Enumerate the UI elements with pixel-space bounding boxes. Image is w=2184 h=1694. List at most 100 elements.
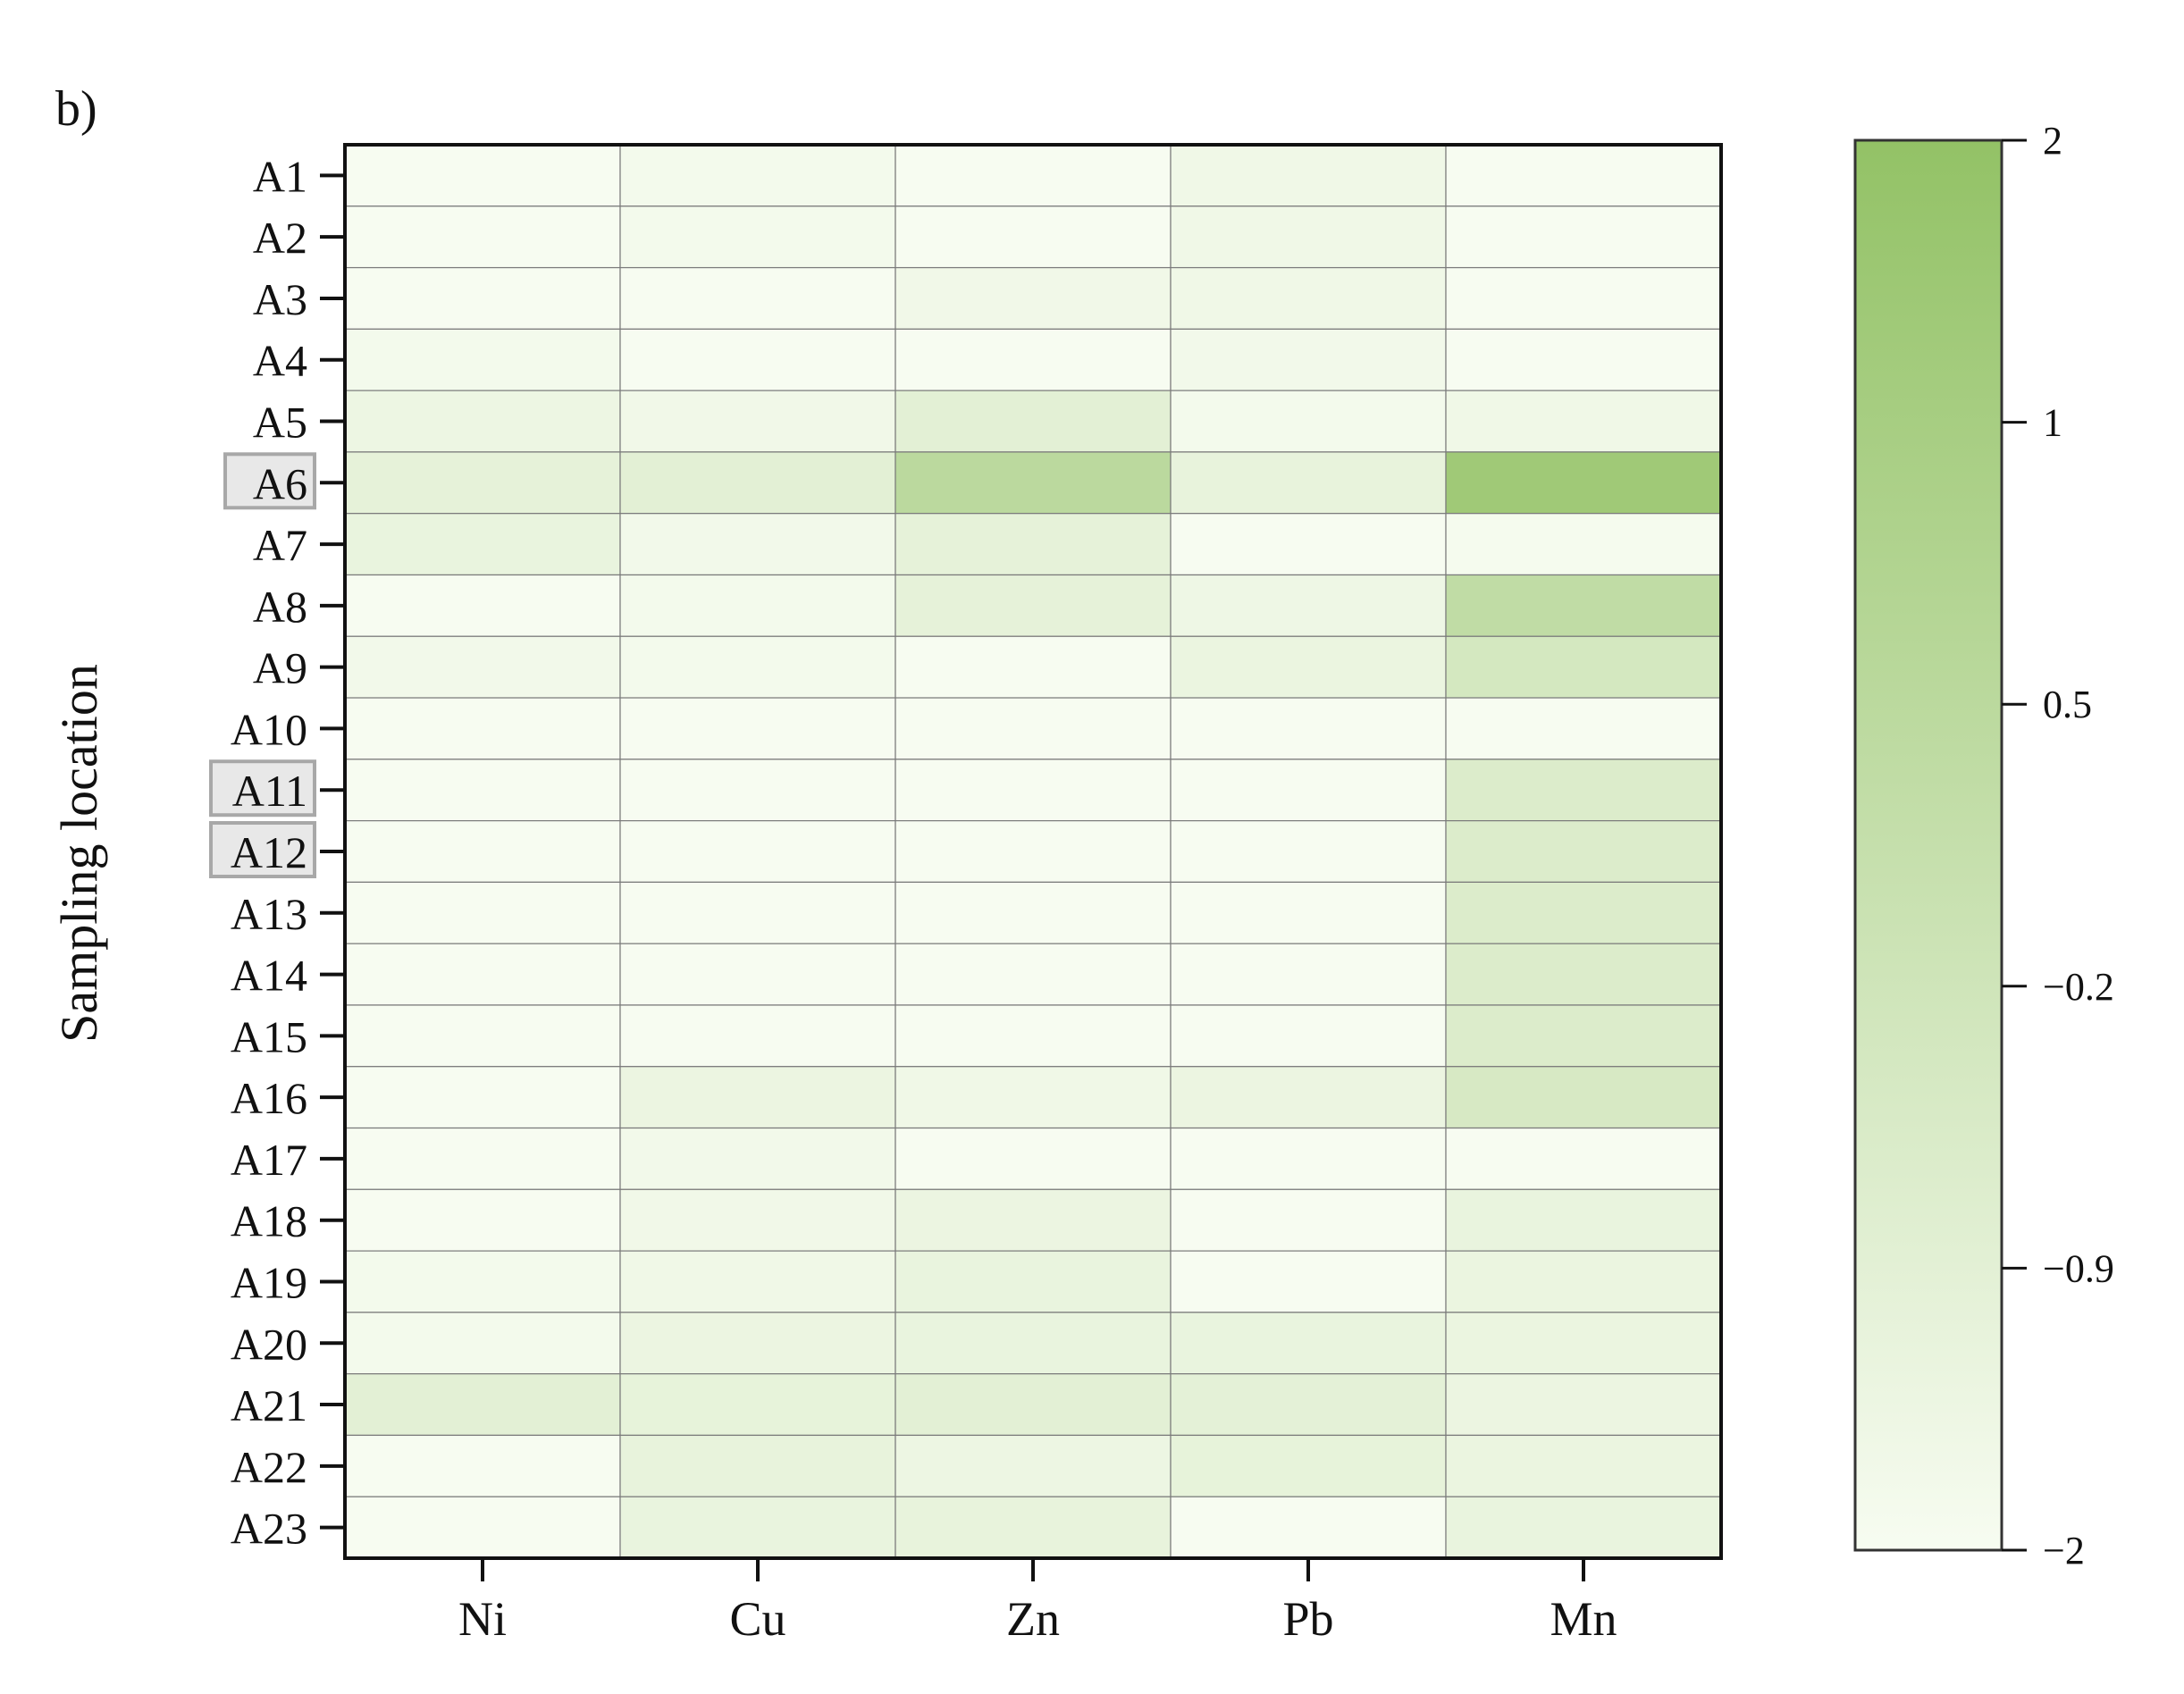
cell-a13-cu: [619, 881, 896, 944]
cell-a15-zn: [895, 1004, 1172, 1068]
cell-a5-zn: [895, 390, 1172, 453]
x-tick-label: Pb: [1282, 1592, 1333, 1646]
y-tick-label: A10: [231, 704, 307, 754]
cell-a17-cu: [619, 1127, 896, 1190]
cell-a9-ni: [344, 635, 621, 699]
cell-a2-zn: [895, 205, 1172, 269]
y-tick-label: A9: [253, 643, 307, 693]
y-tick-label: A2: [253, 213, 307, 263]
cell-a21-mn: [1445, 1373, 1722, 1437]
colorbar-ticks: 2 1 0.5 −0.2 −0.9 −2: [2002, 119, 2114, 1572]
colorbar-tick-label: 0.5: [2043, 683, 2092, 726]
x-tick-label: Zn: [1006, 1592, 1060, 1646]
cell-a2-cu: [619, 205, 896, 269]
cell-a22-ni: [344, 1434, 621, 1497]
cell-a15-mn: [1445, 1004, 1722, 1068]
cell-a21-pb: [1170, 1373, 1447, 1437]
cell-a12-cu: [619, 820, 896, 883]
cell-a22-pb: [1170, 1434, 1447, 1497]
cell-a20-cu: [619, 1312, 896, 1375]
cell-a9-mn: [1445, 635, 1722, 699]
highlight-layer: [209, 452, 316, 878]
cell-a1-ni: [344, 144, 621, 207]
cell-a22-mn: [1445, 1434, 1722, 1497]
cell-a22-zn: [895, 1434, 1172, 1497]
colorbar-tick-label: 2: [2043, 119, 2062, 163]
cell-a18-zn: [895, 1188, 1172, 1252]
cell-a20-zn: [895, 1312, 1172, 1375]
cell-a7-pb: [1170, 513, 1447, 576]
cell-a12-pb: [1170, 820, 1447, 883]
cell-a11-pb: [1170, 759, 1447, 822]
y-axis-label: Sampling location: [50, 664, 108, 1043]
cell-a2-mn: [1445, 205, 1722, 269]
cell-a5-ni: [344, 390, 621, 453]
cell-a21-cu: [619, 1373, 896, 1437]
cell-a14-mn: [1445, 943, 1722, 1006]
cell-a15-ni: [344, 1004, 621, 1068]
cell-a18-mn: [1445, 1188, 1722, 1252]
cell-a23-mn: [1445, 1496, 1722, 1559]
cell-a4-ni: [344, 328, 621, 391]
cell-a13-mn: [1445, 881, 1722, 944]
colorbar-tick-label: −0.9: [2043, 1246, 2114, 1290]
y-tick-label: A21: [231, 1380, 307, 1430]
cell-a23-ni: [344, 1496, 621, 1559]
cell-a3-cu: [619, 266, 896, 330]
cell-a2-pb: [1170, 205, 1447, 269]
cell-a23-cu: [619, 1496, 896, 1559]
cell-a14-pb: [1170, 943, 1447, 1006]
y-tick-label: A11: [232, 766, 307, 816]
cell-a1-mn: [1445, 144, 1722, 207]
y-axis-ticks: A1 A2 A3 A4 A5 A6 A7 A8 A9 A10 A11 A12 A13 A14 A15 A16 A…: [231, 151, 345, 1554]
cell-a21-zn: [895, 1373, 1172, 1437]
y-tick-label: A15: [231, 1011, 307, 1061]
cell-a20-mn: [1445, 1312, 1722, 1375]
cell-a8-zn: [895, 574, 1172, 637]
highlight-box-a12: [209, 821, 316, 878]
x-axis-ticks: Ni Cu Zn Pb Mn: [458, 1558, 1617, 1646]
y-tick-label: A13: [231, 889, 307, 939]
cell-a21-ni: [344, 1373, 621, 1437]
cell-a16-cu: [619, 1066, 896, 1129]
cell-a7-zn: [895, 513, 1172, 576]
cell-a6-cu: [619, 451, 896, 515]
cell-a10-pb: [1170, 697, 1447, 760]
y-tick-label: A20: [231, 1319, 307, 1369]
y-tick-label: A16: [231, 1073, 307, 1123]
cell-a14-cu: [619, 943, 896, 1006]
cell-a3-ni: [344, 266, 621, 330]
y-tick-label: A5: [253, 398, 307, 448]
cell-a10-ni: [344, 697, 621, 760]
cell-a17-zn: [895, 1127, 1172, 1190]
cell-a7-ni: [344, 513, 621, 576]
cell-a1-zn: [895, 144, 1172, 207]
cell-a11-ni: [344, 759, 621, 822]
cell-a2-ni: [344, 205, 621, 269]
cell-a16-pb: [1170, 1066, 1447, 1129]
panel-label: b): [55, 81, 97, 137]
cell-a23-zn: [895, 1496, 1172, 1559]
cell-a17-ni: [344, 1127, 621, 1190]
highlight-box-a11: [209, 759, 316, 818]
cell-a9-pb: [1170, 635, 1447, 699]
heatmap-cells: [344, 144, 1722, 1559]
cell-a5-cu: [619, 390, 896, 453]
cell-a4-cu: [619, 328, 896, 391]
cell-a4-mn: [1445, 328, 1722, 391]
cell-a19-pb: [1170, 1250, 1447, 1313]
cell-a17-mn: [1445, 1127, 1722, 1190]
y-tick-label: A14: [231, 951, 307, 1001]
x-tick-label: Mn: [1550, 1592, 1617, 1646]
y-tick-label: A18: [231, 1196, 307, 1246]
cell-a12-zn: [895, 820, 1172, 883]
cell-a3-zn: [895, 266, 1172, 330]
cell-a18-cu: [619, 1188, 896, 1252]
cell-a13-ni: [344, 881, 621, 944]
cell-a13-pb: [1170, 881, 1447, 944]
cell-a16-ni: [344, 1066, 621, 1129]
y-tick-label: A19: [231, 1257, 307, 1307]
cell-a8-ni: [344, 574, 621, 637]
cell-a15-pb: [1170, 1004, 1447, 1068]
